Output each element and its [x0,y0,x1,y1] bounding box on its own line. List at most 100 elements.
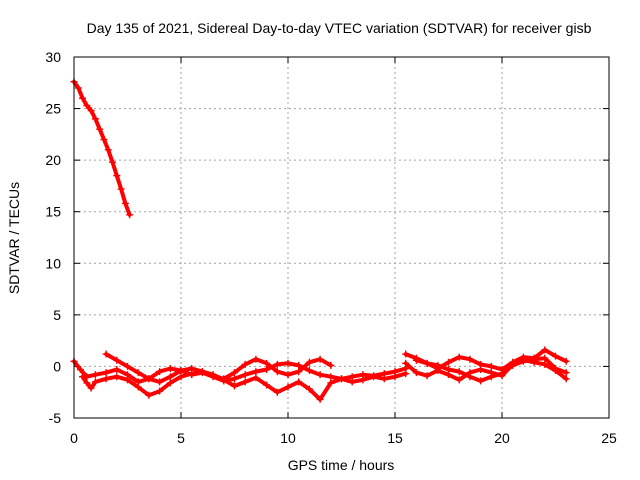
data-point [316,395,324,403]
data-point [530,355,538,363]
data-point [76,366,84,374]
data-point [423,372,431,380]
data-point [434,361,442,369]
data-point [402,370,410,378]
data-point [113,172,121,180]
data-point [83,379,91,387]
data-point [305,367,313,375]
data-point [498,370,506,378]
data-point [102,350,110,358]
data-point [402,359,410,367]
data-point [231,369,238,377]
data-point [91,378,99,386]
x-tick-label: 25 [601,430,617,446]
data-point [348,378,356,386]
y-tick-label: -5 [49,410,62,426]
series-track-1 [70,78,134,219]
data-point [83,101,91,109]
y-tick-label: 25 [45,101,61,117]
data-point [316,355,324,363]
x-axis-label: GPS time / hours [288,457,395,473]
data-point [241,371,249,379]
data-point [177,373,185,381]
data-point [198,368,206,376]
data-point [124,376,131,384]
x-tick-label: 0 [70,430,78,446]
x-tick-label: 10 [280,430,296,446]
data-point [79,94,87,102]
data-point [295,368,303,376]
data-point [102,375,110,383]
data-point [79,373,87,381]
data-point [263,359,271,367]
data-point [102,369,110,377]
data-point [455,376,463,384]
data-point [241,360,249,368]
data-point [455,368,463,376]
data-point [391,373,399,381]
data-point [562,369,570,377]
chart-title: Day 135 of 2021, Sidereal Day-to-day VTE… [87,20,592,36]
data-point [156,387,164,395]
data-point [316,371,324,379]
data-point [541,346,549,354]
y-tick-label: 10 [45,255,61,271]
series-line [403,358,569,382]
data-point [273,388,281,396]
data-point [327,361,335,369]
data-point [113,356,121,364]
data-point [220,375,228,383]
data-point [166,373,174,381]
data-point [455,353,463,361]
series-track-6 [402,356,570,384]
data-point [402,350,410,358]
data-point [359,376,367,384]
grid-lines [74,57,609,418]
data-point [231,375,238,383]
data-point [104,146,112,154]
data-point [487,373,495,381]
data-point [338,375,345,383]
data-point [252,355,260,363]
data-point [273,360,281,368]
y-tick-label: 15 [45,204,61,220]
plot-frame [73,56,610,419]
data-point [284,359,292,367]
data-point [412,369,420,377]
data-point [121,199,129,207]
data-point [370,373,378,381]
data-point [188,364,196,372]
data-point [113,366,121,374]
y-tick-label: 30 [45,49,61,65]
data-point [156,368,164,376]
data-point [412,356,420,364]
data-point [284,371,292,379]
data-point [327,379,335,387]
data-point [134,383,142,391]
data-point [87,107,95,115]
data-point [295,361,303,369]
data-point [134,369,142,377]
data-point [209,372,217,380]
data-point [273,368,281,376]
series-track-7 [412,354,570,385]
data-point [166,364,174,372]
data-point [562,357,570,365]
data-point [96,125,104,133]
data-point [156,378,164,386]
data-point [509,361,517,369]
data-point [263,381,271,389]
data-point [487,362,495,370]
data-point [477,366,485,374]
data-point [466,355,474,363]
data-point [284,383,292,391]
data-point [117,185,125,193]
x-tick-label: 20 [494,430,510,446]
x-tick-label: 5 [177,430,185,446]
x-tick-label: 15 [387,430,403,446]
data-point [295,378,303,386]
data-point [477,377,485,385]
data-point [263,366,271,374]
data-point [423,359,431,367]
